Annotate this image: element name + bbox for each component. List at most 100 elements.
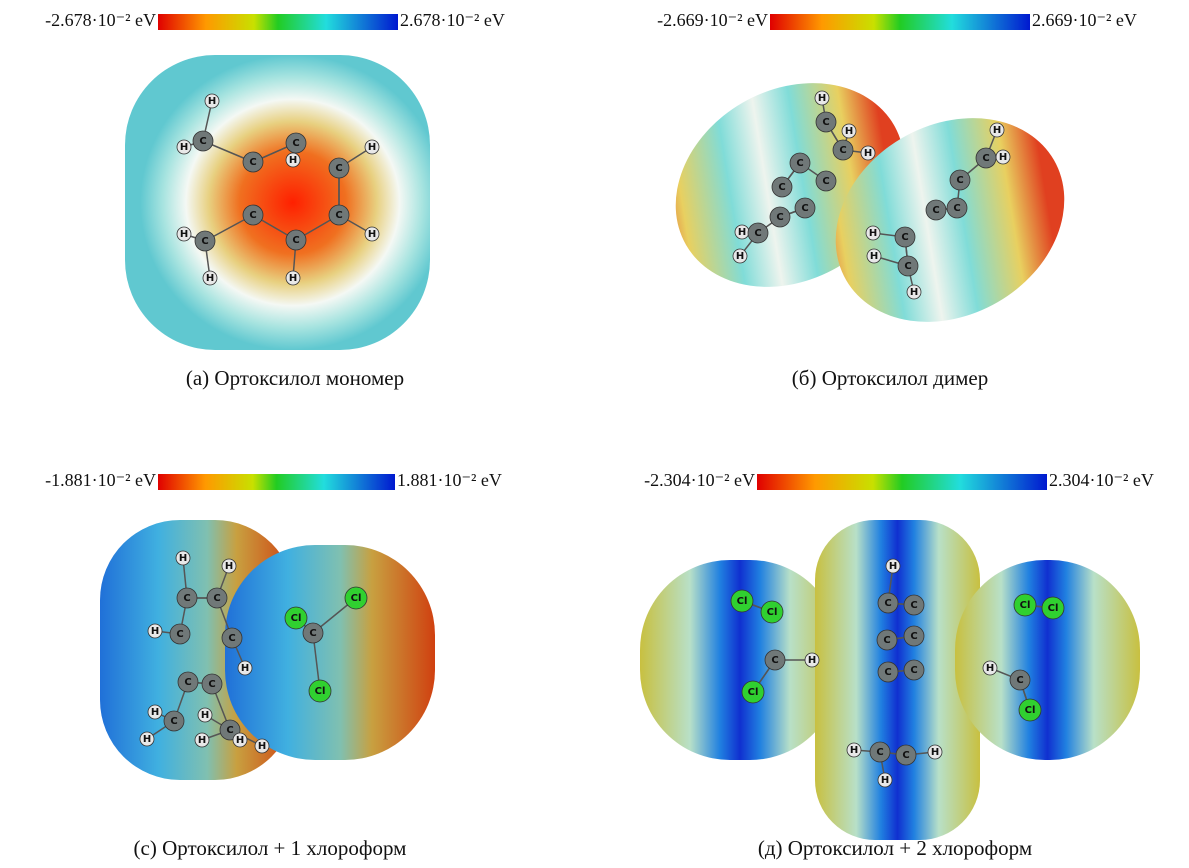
atom-label: H [241, 663, 249, 674]
atom-label: H [208, 96, 216, 107]
atom-label: C [228, 633, 235, 644]
atom-label: H [870, 251, 878, 262]
atom-label: C [335, 163, 342, 174]
atom-label: H [864, 148, 872, 159]
atom-label: C [292, 235, 299, 246]
atom-label: H [808, 655, 816, 666]
atom-label: Cl [1020, 600, 1031, 611]
atom-label: C [226, 725, 233, 736]
atom-label: H [151, 626, 159, 637]
atom-label: C [776, 212, 783, 223]
atom-label: C [982, 153, 989, 164]
atom-label: H [850, 745, 858, 756]
atom-label: C [956, 175, 963, 186]
atom-label: Cl [748, 687, 759, 698]
atom-label: C [953, 203, 960, 214]
atom-label: H [881, 775, 889, 786]
atom-label: C [884, 598, 891, 609]
atom-label: H [986, 663, 994, 674]
color-scale [770, 14, 1030, 30]
atom-label: C [901, 232, 908, 243]
atom-label: C [839, 145, 846, 156]
atom-label: H [179, 553, 187, 564]
atom-label: C [910, 600, 917, 611]
surface-b [639, 43, 1102, 363]
atom-label: C [292, 138, 299, 149]
atom-label: H [289, 273, 297, 284]
scale-min-label: -1.881·10⁻² eV [45, 470, 156, 490]
atom-label: C [170, 716, 177, 727]
atom-label: H [180, 229, 188, 240]
atom-label: H [368, 142, 376, 153]
atom-label: C [199, 136, 206, 147]
atom-label: H [258, 741, 266, 752]
atom-label: Cl [1025, 705, 1036, 716]
atom-label: Cl [767, 607, 778, 618]
surface-a [125, 55, 430, 350]
figure: -2.678·10⁻² eV 2.678·10⁻² eV (а) Ортоксило… [0, 0, 1189, 868]
atom-label: C [902, 750, 909, 761]
atom-label: C [796, 158, 803, 169]
atom-label: C [249, 210, 256, 221]
atom-label: Cl [351, 593, 362, 604]
atom-label: C [335, 210, 342, 221]
atom-label: H [889, 561, 897, 572]
atom-label: C [801, 203, 808, 214]
atom-label: H [198, 735, 206, 746]
atom-label: Cl [315, 686, 326, 697]
atom-label: H [818, 93, 826, 104]
atom-label: H [206, 273, 214, 284]
atom-label: H [151, 707, 159, 718]
atom-label: C [884, 667, 891, 678]
atom-label: H [869, 228, 877, 239]
atom-label: H [845, 126, 853, 137]
atom-label: H [225, 561, 233, 572]
atom-label: H [910, 287, 918, 298]
atom-label: H [289, 155, 297, 166]
atom-label: C [208, 679, 215, 690]
scale-max-label: 2.669·10⁻² eV [1032, 10, 1137, 30]
caption: (д) Ортоксилол + 2 хлороформ [758, 836, 1032, 860]
caption: (а) Ортоксилол мономер [186, 366, 404, 390]
atom-label: C [184, 677, 191, 688]
atom-label: C [883, 635, 890, 646]
atom-label: C [213, 593, 220, 604]
atom-label: C [1016, 675, 1023, 686]
atom-label: H [931, 747, 939, 758]
atom-label: C [201, 236, 208, 247]
atom-label: C [876, 747, 883, 758]
atom-label: C [778, 182, 785, 193]
scale-min-label: -2.669·10⁻² eV [657, 10, 768, 30]
atom-label: C [249, 157, 256, 168]
color-scale [757, 474, 1047, 490]
atom-label: H [738, 227, 746, 238]
atom-label: H [143, 734, 151, 745]
atom-label: H [993, 125, 1001, 136]
color-scale [158, 14, 398, 30]
scale-max-label: 1.881·10⁻² eV [397, 470, 502, 490]
atom-label: C [910, 631, 917, 642]
scale-max-label: 2.304·10⁻² eV [1049, 470, 1154, 490]
atom-label: C [176, 629, 183, 640]
atom-label: Cl [1048, 603, 1059, 614]
caption: (с) Ортоксилол + 1 хлороформ [134, 836, 407, 860]
scale-min-label: -2.304·10⁻² eV [644, 470, 755, 490]
atom-label: C [910, 665, 917, 676]
scale-min-label: -2.678·10⁻² eV [45, 10, 156, 30]
atom-label: H [999, 152, 1007, 163]
color-scale [158, 474, 395, 490]
atom-label: H [368, 229, 376, 240]
atom-label: C [822, 176, 829, 187]
caption: (б) Ортоксилол димер [792, 366, 988, 390]
scale-max-label: 2.678·10⁻² eV [400, 10, 505, 30]
atom-label: H [236, 735, 244, 746]
atom-label: Cl [291, 613, 302, 624]
atom-label: C [822, 117, 829, 128]
atom-label: H [736, 251, 744, 262]
atom-label: C [309, 628, 316, 639]
atom-label: C [771, 655, 778, 666]
atom-label: H [201, 710, 209, 721]
atom-label: C [183, 593, 190, 604]
atom-label: C [754, 228, 761, 239]
atom-label: C [904, 261, 911, 272]
